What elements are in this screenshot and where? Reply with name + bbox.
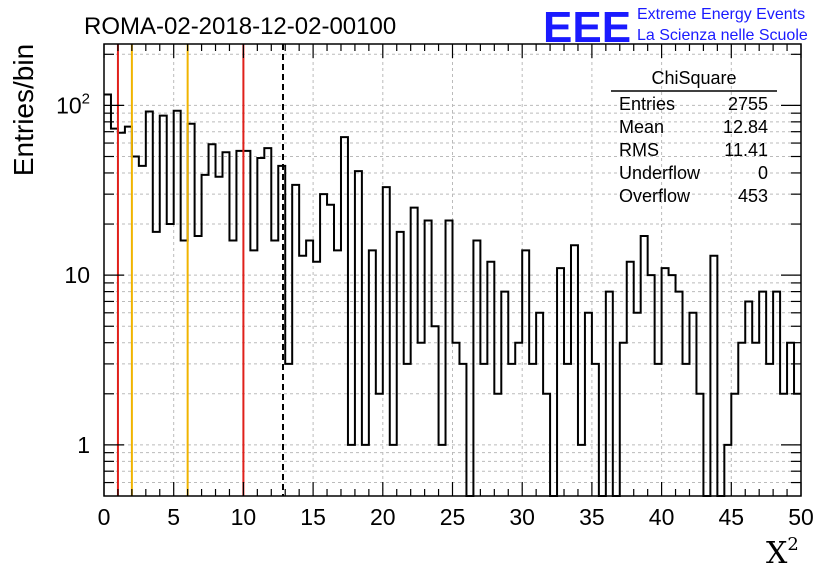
stats-row-label: RMS (619, 140, 659, 160)
x-tick-label: 5 (167, 504, 180, 530)
x-tick-label: 20 (370, 504, 396, 530)
stats-row-label: Entries (619, 94, 675, 114)
stats-row-value: 2755 (728, 94, 768, 114)
y-tick-label: 1 (77, 432, 90, 458)
y-tick-label: 102 (56, 90, 90, 118)
stats-box: ChiSquare Entries 2755 Mean 12.84 RMS 11.41 Un… (611, 68, 777, 206)
x-axis-label-base: X (766, 536, 788, 571)
x-tick-label: 15 (300, 504, 326, 530)
stats-box-title: ChiSquare (651, 68, 736, 88)
y-tick-label: 10 (64, 262, 90, 288)
stats-row-value: 11.41 (724, 140, 768, 160)
run-title: ROMA-02-2018-12-02-00100 (84, 13, 396, 40)
axis-ticks (103, 44, 802, 496)
stats-row-label: Mean (619, 117, 664, 137)
stats-row-label: Underflow (619, 163, 701, 183)
eee-logo-line1: Extreme Energy Events (637, 6, 805, 23)
stats-row-value: 453 (738, 186, 768, 206)
x-tick-label: 30 (509, 504, 535, 530)
eee-logo-line2: La Scienza nelle Scuole (637, 27, 808, 44)
x-tick-label: 50 (788, 504, 814, 530)
x-tick-label: 10 (231, 504, 257, 530)
stats-row-value: 0 (758, 163, 768, 183)
x-tick-label: 25 (440, 504, 466, 530)
x-tick-label: 0 (98, 504, 111, 530)
stats-row-label: Overflow (619, 186, 691, 206)
eee-logo: EEE Extreme Energy Events La Scienza nel… (543, 3, 808, 52)
x-tick-label: 45 (719, 504, 745, 530)
x-tick-label: 35 (579, 504, 605, 530)
stats-box-rows: Entries 2755 Mean 12.84 RMS 11.41 Underflow 0 Ov… (619, 94, 768, 206)
eee-logo-mark: EEE (543, 3, 631, 52)
x-tick-label: 40 (649, 504, 675, 530)
stats-row-value: 12.84 (723, 117, 768, 137)
x-axis-label-superscript: 2 (787, 534, 798, 555)
y-axis-label: Entries/bin (8, 44, 39, 176)
marker-lines (116, 44, 284, 496)
axis-tick-labels: 0 5 10 15 20 25 30 35 40 45 50 1 10 102 (56, 90, 814, 530)
x-axis-label: X2 (766, 534, 799, 571)
histogram-outline (104, 93, 801, 497)
